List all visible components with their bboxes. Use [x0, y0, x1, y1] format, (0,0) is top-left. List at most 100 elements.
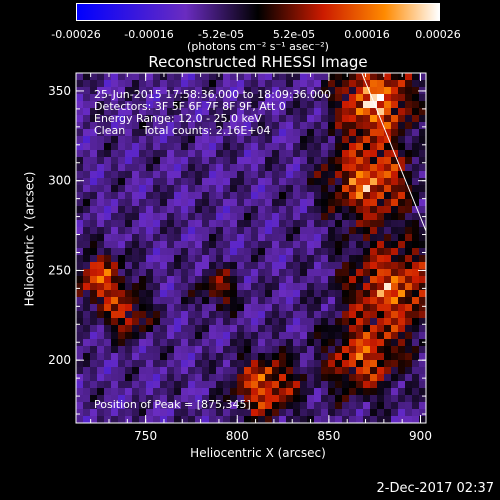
heatmap-cell [314, 171, 322, 179]
heatmap-cell [160, 150, 168, 158]
heatmap-cell [111, 353, 119, 361]
heatmap-cell [237, 185, 245, 193]
heatmap-cell [104, 213, 112, 221]
heatmap-cell [279, 283, 287, 291]
heatmap-cell [244, 115, 252, 123]
heatmap-cell [314, 360, 322, 368]
heatmap-cell [90, 255, 98, 263]
heatmap-cell [83, 395, 91, 403]
heatmap-cell [104, 150, 112, 158]
heatmap-cell [286, 332, 294, 340]
heatmap-cell [328, 255, 336, 263]
heatmap-cell [391, 318, 399, 326]
heatmap-cell [286, 290, 294, 298]
heatmap-cell [181, 192, 189, 200]
heatmap-cell [405, 381, 413, 389]
heatmap-cell [328, 346, 336, 354]
heatmap-cell [293, 73, 301, 81]
heatmap-cell [174, 220, 182, 228]
heatmap-cell [104, 94, 112, 102]
heatmap-cell [293, 283, 301, 291]
heatmap-cell [118, 101, 126, 109]
heatmap-cell [237, 164, 245, 172]
heatmap-cell [279, 227, 287, 235]
heatmap-cell [97, 227, 105, 235]
heatmap-cell [118, 339, 126, 347]
heatmap-cell [265, 290, 273, 298]
heatmap-cell [335, 101, 343, 109]
heatmap-cell [272, 388, 280, 396]
heatmap-cell [244, 108, 252, 116]
heatmap-cell [258, 388, 266, 396]
heatmap-cell [244, 367, 252, 375]
heatmap-cell [391, 346, 399, 354]
heatmap-cell [342, 206, 350, 214]
heatmap-cell [90, 360, 98, 368]
heatmap-cell [237, 248, 245, 256]
heatmap-cell [209, 262, 217, 270]
heatmap-cell [83, 325, 91, 333]
heatmap-cell [356, 416, 364, 423]
heatmap-cell [111, 255, 119, 263]
heatmap-cell [286, 318, 294, 326]
heatmap-cell [321, 171, 329, 179]
heatmap-cell [265, 297, 273, 305]
heatmap-cell [293, 129, 301, 137]
heatmap-cell [188, 283, 196, 291]
heatmap-cell [202, 325, 210, 333]
heatmap-cell [160, 227, 168, 235]
heatmap-cell [286, 374, 294, 382]
heatmap-cell [265, 129, 273, 137]
heatmap-cell [167, 206, 175, 214]
heatmap-cell [342, 262, 350, 270]
heatmap-cell [111, 346, 119, 354]
heatmap-cell [342, 290, 350, 298]
heatmap-cell [293, 381, 301, 389]
heatmap-cell [300, 283, 308, 291]
heatmap-cell [132, 297, 140, 305]
heatmap-cell [258, 332, 266, 340]
heatmap-cell [139, 227, 147, 235]
heatmap-cell [181, 346, 189, 354]
heatmap-cell [286, 227, 294, 235]
heatmap-cell [244, 374, 252, 382]
heatmap-cell [104, 353, 112, 361]
heatmap-cell [167, 402, 175, 410]
heatmap-cell [118, 192, 126, 200]
heatmap-cell [209, 164, 217, 172]
heatmap-cell [244, 129, 252, 137]
heatmap-cell [412, 367, 420, 375]
heatmap-cell [97, 171, 105, 179]
heatmap-cell [118, 241, 126, 249]
heatmap-cell [265, 101, 273, 109]
heatmap-cell [391, 192, 399, 200]
heatmap-cell [279, 332, 287, 340]
heatmap-cell [167, 339, 175, 347]
heatmap-cell [237, 122, 245, 130]
heatmap-cell [398, 297, 406, 305]
heatmap-cell [363, 87, 371, 95]
heatmap-cell [118, 346, 126, 354]
heatmap-cell [370, 143, 378, 151]
heatmap-cell [265, 395, 273, 403]
heatmap-cell [405, 311, 413, 319]
heatmap-cell [293, 234, 301, 242]
heatmap-cell [398, 269, 406, 277]
heatmap-cell [384, 395, 392, 403]
heatmap-cell [97, 255, 105, 263]
heatmap-cell [146, 192, 154, 200]
heatmap-cell [111, 360, 119, 368]
heatmap-cell [398, 185, 406, 193]
heatmap-cell [286, 122, 294, 130]
heatmap-cell [342, 255, 350, 263]
heatmap-cell [286, 80, 294, 88]
heatmap-cell [188, 192, 196, 200]
heatmap-cell [230, 115, 238, 123]
heatmap-cell [104, 374, 112, 382]
heatmap-cell [83, 206, 91, 214]
heatmap-cell [251, 325, 259, 333]
heatmap-cell [181, 367, 189, 375]
heatmap-cell [216, 332, 224, 340]
heatmap-cell [272, 206, 280, 214]
heatmap-cell [265, 164, 273, 172]
